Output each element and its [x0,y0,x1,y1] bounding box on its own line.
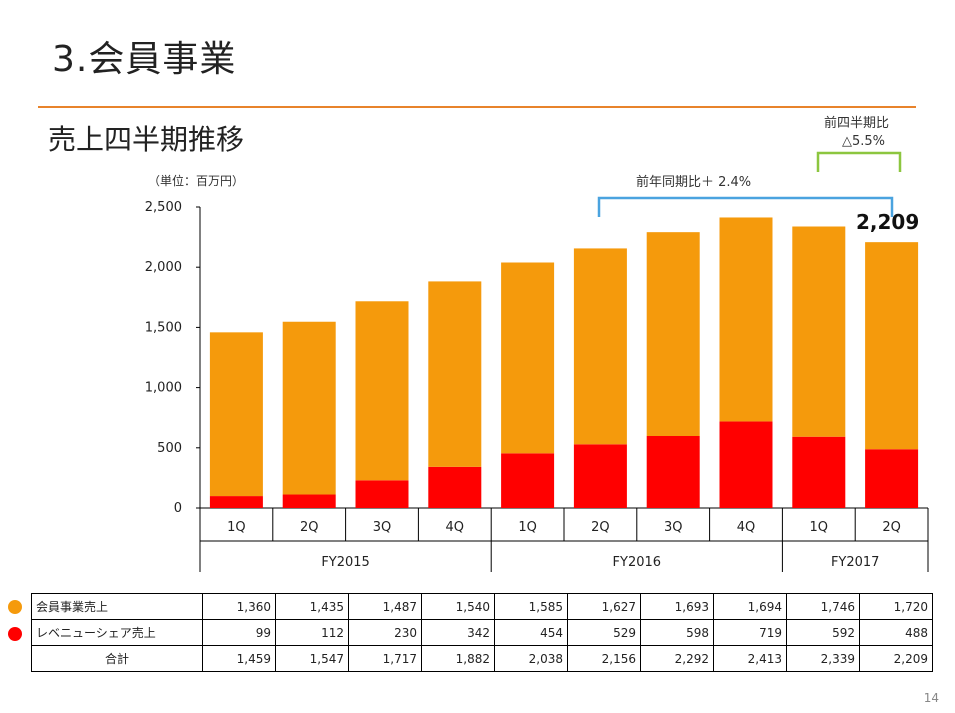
bar-revenue-share [865,449,919,508]
title-divider [38,106,916,108]
y-tick-label: 2,000 [145,260,182,275]
group-label: FY2017 [831,555,880,570]
section-subtitle: 売上四半期推移 [48,123,245,156]
table-cell: 1,882 [421,645,495,672]
table-cell: 592 [786,619,860,646]
category-label: 2Q [591,520,610,535]
bar-member [865,242,919,450]
table-cell: 488 [859,619,933,646]
bar-member [501,262,555,454]
table-row-label: 会員事業売上 [31,593,203,620]
legend-revenue-share-dot [8,627,22,641]
table-cell: 1,717 [348,645,422,672]
table-row: 会員事業売上 1,360 1,435 1,487 1,540 1,585 1,627 1,69… [31,593,933,620]
latest-total-label: 2,209 [856,210,920,234]
table-cell: 1,540 [421,593,495,620]
table-row-label: レベニューシェア売上 [31,619,203,646]
table-cell: 529 [567,619,641,646]
bar-member [428,281,482,467]
table-cell: 2,209 [859,645,933,672]
table-cell: 598 [640,619,714,646]
table-cell: 1,694 [713,593,787,620]
table-row: 合計 1,459 1,547 1,717 1,882 2,038 2,156 2,292 2,4… [31,645,933,672]
category-label: 1Q [810,520,829,535]
bar-member [573,248,627,445]
bar-member [646,232,700,437]
table-cell: 719 [713,619,787,646]
category-label: 4Q [737,520,756,535]
table-cell: 1,435 [275,593,349,620]
table-row: レベニューシェア売上 99 112 230 342 454 529 598 719 592 488 [31,619,933,646]
y-tick-label: 500 [157,441,182,456]
table-cell: 1,627 [567,593,641,620]
table-cell: 2,038 [494,645,568,672]
bar-revenue-share [646,436,700,508]
page-number: 14 [923,691,939,705]
qoq-note-line2: △5.5% [842,134,886,149]
table-cell: 1,746 [786,593,860,620]
bar-member [719,217,773,422]
category-label: 2Q [882,520,901,535]
bar-member [209,332,263,497]
bar-revenue-share [355,480,409,508]
qoq-bracket [816,151,902,172]
qoq-note-line1: 前四半期比 [824,116,890,131]
unit-label: （単位：百万円） [148,174,245,188]
table-cell: 342 [421,619,495,646]
table-cell: 230 [348,619,422,646]
table-cell: 1,720 [859,593,933,620]
y-tick-label: 1,000 [145,381,182,396]
table-cell: 1,585 [494,593,568,620]
bar-revenue-share [792,436,846,508]
table-cell: 1,547 [275,645,349,672]
table-cell: 2,413 [713,645,787,672]
yoy-bracket [597,196,894,217]
bar-revenue-share [282,494,336,508]
group-label: FY2015 [321,555,370,570]
bar-revenue-share [719,421,773,508]
y-tick-label: 0 [174,501,182,516]
table-cell: 454 [494,619,568,646]
table-cell: 112 [275,619,349,646]
data-table: 会員事業売上 1,360 1,435 1,487 1,540 1,585 1,627 1,69… [31,593,933,672]
category-label: 4Q [446,520,465,535]
bar-revenue-share [573,444,627,508]
table-cell: 2,339 [786,645,860,672]
group-label: FY2016 [613,555,662,570]
bar-member [792,226,846,437]
bar-revenue-share [209,496,263,508]
table-cell: 99 [202,619,276,646]
bar-member [355,301,409,481]
category-label: 1Q [518,520,537,535]
yoy-note: 前年同期比＋ 2.4% [636,175,752,190]
y-tick-label: 2,500 [145,200,182,215]
table-cell: 1,360 [202,593,276,620]
table-cell: 2,156 [567,645,641,672]
table-cell: 1,693 [640,593,714,620]
category-label: 3Q [664,520,683,535]
category-label: 1Q [227,520,246,535]
table-cell: 1,487 [348,593,422,620]
category-label: 2Q [300,520,319,535]
legend-member-dot [8,600,22,614]
bar-revenue-share [501,453,555,508]
table-cell: 2,292 [640,645,714,672]
y-tick-label: 1,500 [145,320,182,335]
table-row-label: 合計 [31,645,203,672]
bar-revenue-share [428,466,482,508]
category-label: 3Q [373,520,392,535]
table-cell: 1,459 [202,645,276,672]
bar-member [282,321,336,495]
page-title: 3.会員事業 [52,39,237,80]
